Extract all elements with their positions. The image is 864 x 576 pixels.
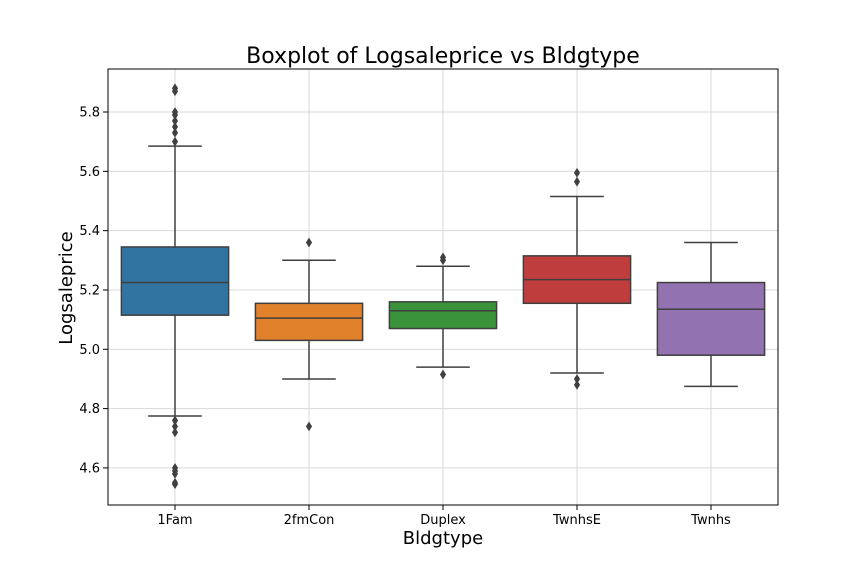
iqr-box: [120, 246, 230, 316]
outlier-point: [439, 369, 447, 380]
outlier-point: [171, 136, 179, 147]
boxes: [120, 83, 766, 490]
y-tick-label: 4.8: [79, 402, 100, 417]
y-tick-label: 5.2: [79, 283, 100, 298]
iqr-box: [254, 302, 364, 342]
x-axis-label: Bldgtype: [403, 528, 483, 549]
outlier-point: [305, 421, 313, 432]
iqr-box: [388, 301, 498, 330]
outlier-point: [439, 255, 447, 266]
iqr-box: [656, 281, 766, 356]
outlier-point: [171, 427, 179, 438]
y-axis-label: Logsaleprice: [56, 231, 77, 344]
x-tick-label: 1Fam: [157, 513, 192, 528]
outlier-point: [573, 167, 581, 178]
outlier-point: [171, 86, 179, 97]
y-tick-label: 4.6: [79, 461, 100, 476]
x-tick-label: TwnhsE: [552, 513, 601, 528]
outlier-point: [573, 379, 581, 390]
box-1Fam: [120, 83, 230, 490]
y-axis-ticks: 4.6 4.8 5.0 5.2 5.4 5.6 5.8: [79, 106, 108, 476]
box-Duplex: [388, 252, 498, 380]
box-TwnhsE: [522, 167, 632, 390]
x-tick-label: Duplex: [420, 513, 466, 528]
y-tick-label: 5.8: [79, 106, 100, 121]
y-tick-label: 5.0: [79, 343, 100, 358]
outlier-point: [305, 237, 313, 248]
y-tick-label: 5.6: [79, 165, 100, 180]
outlier-point: [171, 127, 179, 138]
grid: [108, 69, 778, 505]
box-2fmCon: [254, 237, 364, 432]
y-tick-label: 5.4: [79, 224, 100, 239]
x-tick-label: 2fmCon: [284, 513, 335, 528]
outlier-point: [573, 176, 581, 187]
chart-title: Boxplot of Logsaleprice vs Bldgtype: [246, 44, 640, 69]
box-Twnhs: [656, 241, 766, 388]
x-tick-label: Twnhs: [690, 513, 731, 528]
outlier-point: [171, 479, 179, 490]
x-axis-ticks: 1Fam 2fmCon Duplex TwnhsE Twnhs: [157, 505, 731, 528]
